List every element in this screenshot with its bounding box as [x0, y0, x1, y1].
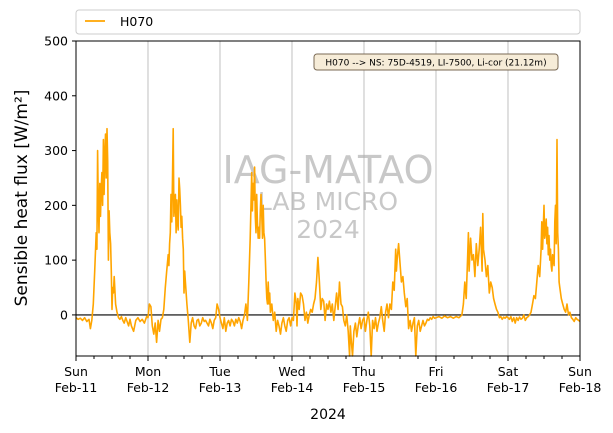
- x-tick-date-5: Feb-16: [415, 380, 458, 395]
- legend-box: [75, 9, 581, 35]
- watermark-line-3: 2024: [296, 215, 360, 244]
- annotation-box: [313, 53, 559, 71]
- y-tick-label-400: 400: [44, 88, 68, 103]
- x-tick-date-0: Feb-11: [55, 380, 98, 395]
- y-axis-label: Sensible heat flux [W/m²]: [12, 90, 32, 307]
- y-tick-label-500: 500: [44, 34, 68, 49]
- x-tick-date-1: Feb-12: [127, 380, 170, 395]
- x-tick-day-4: Thu: [351, 364, 375, 379]
- watermark-line-1: IAG-MATAO: [222, 148, 433, 192]
- x-axis-label: 2024: [310, 407, 346, 423]
- watermark-line-2: LAB MICRO: [258, 187, 398, 216]
- x-tick-date-7: Feb-18: [559, 380, 602, 395]
- y-tick-label-0: 0: [60, 307, 68, 322]
- legend-label-h070: H070: [120, 14, 153, 29]
- x-tick-day-5: Fri: [429, 364, 444, 379]
- grid-layer: [147, 41, 509, 356]
- x-ticks: SunFeb-11MonFeb-12TueFeb-13WedFeb-14ThuF…: [55, 356, 602, 395]
- series-line-h070: [75, 127, 581, 357]
- x-tick-day-1: Mon: [135, 364, 161, 379]
- y-ticks: 0 100 200 300 400 500: [44, 34, 76, 322]
- x-tick-day-6: Sat: [498, 364, 519, 379]
- y-tick-label-300: 300: [44, 143, 68, 158]
- x-tick-day-7: Sun: [568, 364, 592, 379]
- legend: H070: [75, 9, 581, 35]
- y-tick-label-200: 200: [44, 198, 68, 213]
- y-tick-label-100: 100: [44, 253, 68, 268]
- sensor-annotation: H070 --> NS: 75D-4519, LI-7500, Li-cor (…: [313, 53, 559, 71]
- x-tick-date-6: Feb-17: [487, 380, 530, 395]
- x-tick-day-2: Tue: [208, 364, 231, 379]
- x-tick-date-2: Feb-13: [199, 380, 242, 395]
- x-tick-date-4: Feb-15: [343, 380, 386, 395]
- annotation-text: H070 --> NS: 75D-4519, LI-7500, Li-cor (…: [325, 59, 546, 69]
- x-tick-date-3: Feb-14: [271, 380, 314, 395]
- x-tick-day-3: Wed: [278, 364, 305, 379]
- x-tick-day-0: Sun: [64, 364, 88, 379]
